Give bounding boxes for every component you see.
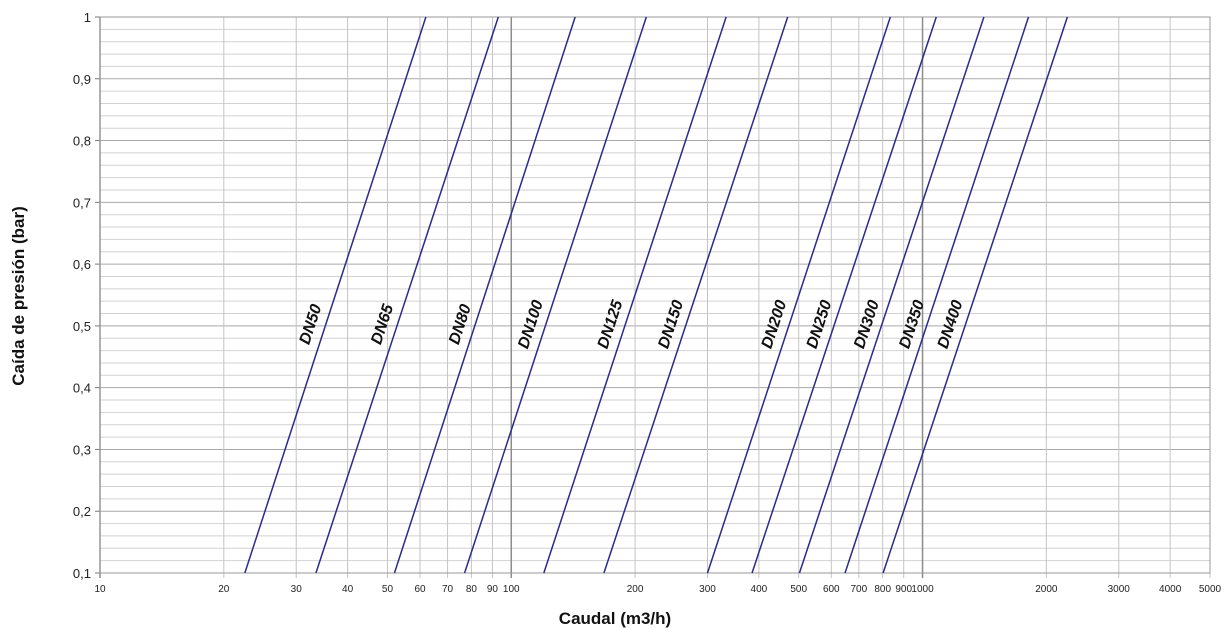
x-tick-label: 900 xyxy=(895,584,912,595)
x-tick-label: 4000 xyxy=(1159,584,1182,595)
series-line-dn400 xyxy=(882,16,1069,574)
x-tick-label: 100 xyxy=(503,584,520,595)
x-tick-labels: 10 20 30 40 50 60 70 80 90 100 200 300 400 500 600 700 8… xyxy=(94,584,1221,595)
x-axis-title: Caudal (m3/h) xyxy=(559,609,671,628)
series-line-dn50 xyxy=(244,16,427,574)
y-tick-label: 0,2 xyxy=(73,504,91,519)
x-tick-label: 1000 xyxy=(911,584,934,595)
series-line-dn150 xyxy=(603,16,789,574)
x-tick-label: 2000 xyxy=(1035,584,1058,595)
x-tick-label: 50 xyxy=(382,584,394,595)
x-tick-label: 80 xyxy=(466,584,478,595)
y-tick-label: 0,5 xyxy=(73,319,91,334)
series-lines xyxy=(244,16,1069,574)
x-tick-label: 300 xyxy=(699,584,716,595)
x-tick-label: 200 xyxy=(627,584,644,595)
y-tick-label: 1 xyxy=(84,10,91,25)
y-tick-label: 0,8 xyxy=(73,134,91,149)
x-tick-label: 40 xyxy=(342,584,354,595)
series-line-dn65 xyxy=(315,16,500,574)
x-tick-label: 90 xyxy=(487,584,499,595)
x-tick-label: 20 xyxy=(218,584,230,595)
series-line-dn200 xyxy=(706,16,892,574)
x-tick-label: 5000 xyxy=(1199,584,1222,595)
y-axis-title: Caída de presión (bar) xyxy=(9,206,28,385)
y-tick-label: 0,4 xyxy=(73,381,91,396)
major-gridlines xyxy=(95,16,1211,578)
x-tick-label: 600 xyxy=(823,584,840,595)
y-tick-label: 0,7 xyxy=(73,195,91,210)
series-line-dn80 xyxy=(393,16,576,574)
x-tick-label: 700 xyxy=(850,584,867,595)
x-tick-label: 10 xyxy=(94,584,106,595)
y-tick-label: 0,9 xyxy=(73,72,91,87)
x-tick-label: 3000 xyxy=(1108,584,1131,595)
y-tick-label: 0,3 xyxy=(73,442,91,457)
x-tick-label: 30 xyxy=(291,584,303,595)
y-tick-label: 0,1 xyxy=(73,566,91,581)
series-line-dn350 xyxy=(844,16,1030,574)
series-line-dn100 xyxy=(463,16,648,574)
x-tick-label: 60 xyxy=(414,584,426,595)
y-tick-labels: 0,1 0,2 0,3 0,4 0,5 0,6 0,7 0,8 0,9 1 xyxy=(73,10,91,581)
series-line-dn125 xyxy=(543,16,727,574)
plot-frame xyxy=(99,16,1211,574)
x-tick-label: 800 xyxy=(874,584,891,595)
series-line-dn250 xyxy=(751,16,937,574)
y-tick-label: 0,6 xyxy=(73,257,91,272)
x-tick-label: 70 xyxy=(442,584,454,595)
x-tick-label: 500 xyxy=(790,584,807,595)
series-line-dn300 xyxy=(798,16,985,574)
x-tick-label: 400 xyxy=(751,584,768,595)
plot-border xyxy=(99,16,1211,574)
